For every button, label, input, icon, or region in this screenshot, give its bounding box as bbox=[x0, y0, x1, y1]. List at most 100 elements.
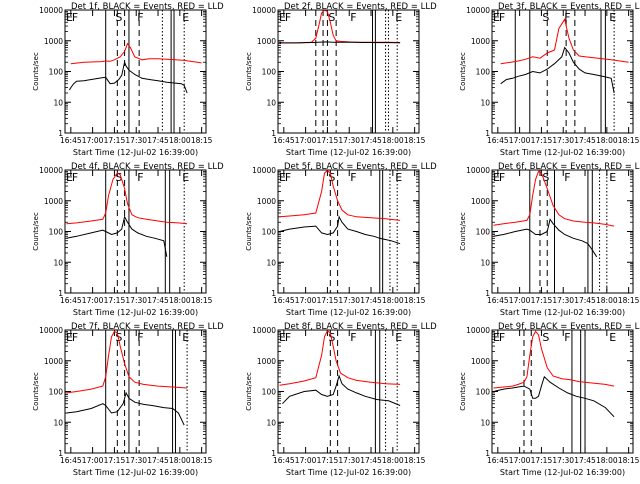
x-tick-label: 17:00 bbox=[295, 456, 317, 465]
x-axis-label: Start Time (12-Jul-02 16:39:00) bbox=[73, 308, 198, 317]
x-tick-label: 18:00 bbox=[596, 136, 618, 145]
interval-marker-s: S bbox=[542, 11, 549, 24]
interval-marker-s: S bbox=[328, 11, 335, 24]
interval-marker-f: F bbox=[350, 171, 356, 184]
x-tick-label: 17:15 bbox=[317, 136, 339, 145]
plot-frame bbox=[64, 169, 207, 294]
y-tick-label: 1 bbox=[271, 289, 276, 298]
y-tick-label: 100 bbox=[476, 388, 491, 397]
x-axis-label: Start Time (12-Jul-02 16:39:00) bbox=[500, 148, 625, 157]
x-tick-label: 17:00 bbox=[509, 136, 531, 145]
interval-marker-e: E bbox=[182, 331, 189, 344]
y-tick-label: 100 bbox=[476, 68, 491, 77]
x-axis-label: Start Time (12-Jul-02 16:39:00) bbox=[500, 308, 625, 317]
y-axis-label: Counts/sec bbox=[32, 372, 40, 411]
y-tick-label: 10 bbox=[53, 258, 63, 267]
interval-marker-f: F bbox=[137, 171, 143, 184]
x-tick-label: 17:45 bbox=[574, 136, 596, 145]
panel-data bbox=[66, 172, 188, 257]
y-axis-label: Counts/sec bbox=[459, 372, 467, 411]
x-tick-label: 17:15 bbox=[104, 296, 126, 305]
y-tick-label: 10 bbox=[266, 258, 276, 267]
x-tick-label: 18:15 bbox=[191, 456, 213, 465]
x-tick-label: 18:15 bbox=[618, 456, 640, 465]
y-axis-label: Counts/sec bbox=[32, 52, 40, 91]
x-axis-label: Start Time (12-Jul-02 16:39:00) bbox=[500, 468, 625, 477]
interval-marker-f: F bbox=[499, 171, 505, 184]
panel-data bbox=[66, 330, 188, 426]
y-tick-label: 10000 bbox=[466, 326, 490, 335]
interval-marker-f: F bbox=[72, 331, 78, 344]
interval-marker-f: F bbox=[499, 11, 505, 24]
y-tick-label: 1000 bbox=[44, 357, 63, 366]
interval-marker-f: F bbox=[72, 171, 78, 184]
y-tick-label: 1 bbox=[271, 129, 276, 138]
y-axis-label: Counts/sec bbox=[32, 212, 40, 251]
y-tick-label: 10000 bbox=[39, 326, 63, 335]
series-events-line bbox=[68, 60, 188, 94]
panel-det-9: Det 9f, BLACK = Events, RED = LLD Counts/… bbox=[459, 322, 640, 477]
y-tick-label: 10 bbox=[266, 418, 276, 427]
series-events-line bbox=[66, 391, 185, 426]
interval-marker-e: E bbox=[395, 171, 402, 184]
panel-title: Det 6f, BLACK = Events, RED = LLD bbox=[498, 162, 640, 172]
x-tick-label: 18:00 bbox=[596, 456, 618, 465]
y-tick-label: 10000 bbox=[39, 166, 63, 175]
x-tick-label: 18:15 bbox=[191, 296, 213, 305]
y-tick-label: 1 bbox=[58, 289, 63, 298]
y-tick-label: 10 bbox=[53, 98, 63, 107]
x-tick-label: 17:15 bbox=[531, 296, 553, 305]
panel-data bbox=[279, 170, 401, 245]
panel-data bbox=[493, 330, 615, 418]
interval-marker-e: E bbox=[66, 171, 73, 184]
x-tick-label: 17:30 bbox=[338, 136, 360, 145]
plot-frame bbox=[277, 169, 420, 294]
x-tick-label: 16:45 bbox=[60, 296, 82, 305]
x-axis-label: Start Time (12-Jul-02 16:39:00) bbox=[73, 468, 198, 477]
interval-marker-s: S bbox=[115, 171, 122, 184]
y-tick-label: 100 bbox=[476, 228, 491, 237]
interval-marker-e: E bbox=[279, 171, 286, 184]
series-lld-line bbox=[493, 330, 615, 389]
x-tick-label: 17:15 bbox=[531, 456, 553, 465]
x-tick-label: 18:15 bbox=[191, 136, 213, 145]
x-tick-label: 17:30 bbox=[338, 296, 360, 305]
x-axis-label: Start Time (12-Jul-02 16:39:00) bbox=[73, 148, 198, 157]
series-lld-line bbox=[66, 330, 188, 394]
plot-frame bbox=[491, 9, 634, 134]
y-tick-label: 1000 bbox=[257, 37, 276, 46]
x-tick-label: 17:15 bbox=[317, 296, 339, 305]
plot-frame bbox=[277, 9, 420, 134]
interval-marker-f: F bbox=[499, 331, 505, 344]
x-tick-label: 17:00 bbox=[509, 456, 531, 465]
x-tick-label: 17:00 bbox=[509, 296, 531, 305]
panel-det-6: Det 6f, BLACK = Events, RED = LLD Counts/… bbox=[459, 162, 640, 317]
y-tick-label: 1000 bbox=[471, 37, 490, 46]
y-tick-label: 1 bbox=[485, 449, 490, 458]
y-axis-label: Counts/sec bbox=[245, 212, 253, 251]
y-tick-label: 10000 bbox=[252, 6, 276, 15]
panel-data bbox=[68, 42, 202, 94]
panel-det-7: Det 7f, BLACK = Events, RED = LLD Counts/… bbox=[32, 322, 224, 477]
plot-frame bbox=[491, 169, 634, 294]
series-events-line bbox=[493, 218, 598, 258]
x-tick-label: 17:00 bbox=[295, 136, 317, 145]
x-tick-label: 18:15 bbox=[618, 136, 640, 145]
interval-marker-f: F bbox=[137, 331, 143, 344]
y-tick-label: 10 bbox=[53, 418, 63, 427]
interval-marker-f: F bbox=[285, 171, 291, 184]
x-tick-label: 16:45 bbox=[60, 456, 82, 465]
panel-det-1: Det 1f, BLACK = Events, RED = LLD Counts/… bbox=[32, 2, 224, 157]
interval-marker-s: S bbox=[115, 11, 122, 24]
series-events-line bbox=[493, 375, 615, 418]
interval-marker-e: E bbox=[66, 11, 73, 24]
y-tick-label: 10000 bbox=[252, 326, 276, 335]
x-tick-label: 17:45 bbox=[360, 296, 382, 305]
interval-marker-s: S bbox=[542, 331, 549, 344]
x-tick-label: 17:15 bbox=[317, 456, 339, 465]
interval-marker-f: F bbox=[285, 11, 291, 24]
panel-title: Det 3f, BLACK = Events, RED = LLD bbox=[498, 2, 640, 12]
x-tick-label: 16:45 bbox=[273, 136, 295, 145]
panel-title: Det 9f, BLACK = Events, RED = LLD bbox=[498, 322, 640, 332]
